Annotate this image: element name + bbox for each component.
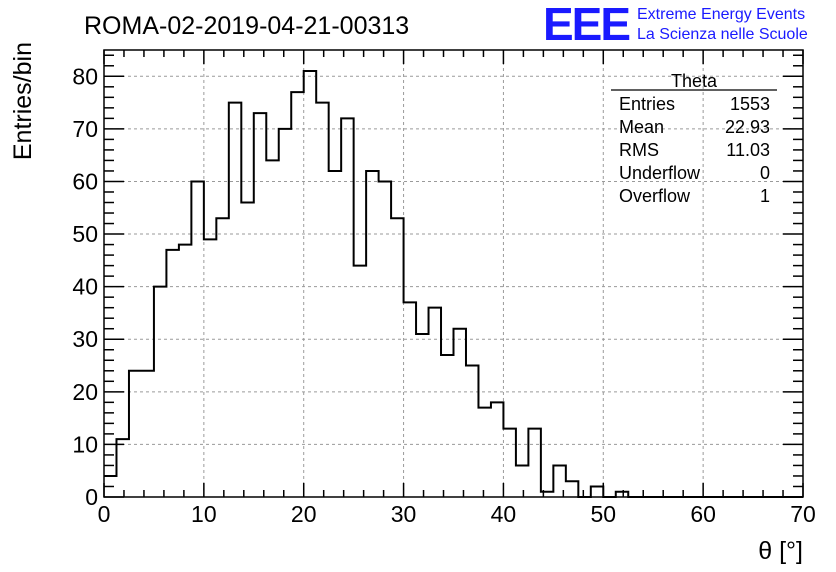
stats-row-label: Entries [619,94,675,114]
x-tick-label: 30 [391,501,417,527]
histogram-bin [503,429,515,497]
histogram-bin [179,245,191,497]
x-tick-label: 10 [191,501,217,527]
histogram-bin [441,355,453,497]
histogram-bin [279,129,291,497]
y-tick-label: 40 [72,274,98,300]
y-tick-label: 50 [72,221,98,247]
y-axis-label: Entries/bin [9,42,37,160]
histogram-bin [528,429,540,497]
stats-row-label: Overflow [619,186,691,206]
stats-row-value: 1 [760,186,770,206]
y-tick-label: 30 [72,326,98,352]
y-tick-label: 60 [72,168,98,194]
histogram-bin [329,171,341,497]
histogram-bin [429,308,441,497]
y-tick-label: 70 [72,116,98,142]
y-tick-label: 20 [72,379,98,405]
histogram-bin [591,486,603,497]
histogram-bin [404,302,416,497]
histogram-bin [366,171,378,497]
y-tick-label: 0 [85,484,98,510]
x-tick-label: 0 [98,501,111,527]
x-tick-label: 60 [690,501,716,527]
x-tick-label: 50 [590,501,616,527]
stats-row-value: 0 [760,163,770,183]
histogram-bin [354,266,366,497]
stats-row-label: Mean [619,117,664,137]
y-tick-label: 10 [72,431,98,457]
x-tick-label: 20 [291,501,317,527]
logo-mark: EEE [543,0,629,50]
y-tick-label: 80 [72,63,98,89]
stats-row-value: 22.93 [725,117,770,137]
histogram-bin [516,465,528,497]
histogram-bin [491,402,503,497]
histogram-bin [116,439,128,497]
histogram-bin [204,239,216,497]
logo-line-1: Extreme Energy Events [637,6,805,23]
grid [104,50,803,497]
histogram-bin [454,329,466,497]
histogram-series [104,70,803,498]
x-tick-label: 70 [790,501,816,527]
histogram-bin [416,334,428,497]
histogram-bin [266,160,278,497]
histogram-bin [241,203,253,497]
histogram-bin [291,92,303,497]
stats-row-value: 11.03 [726,140,770,160]
histogram-bin [341,118,353,497]
histogram-bin [478,408,490,497]
x-tick-label: 40 [491,501,517,527]
stats-row-value: 1553 [730,94,770,114]
eee-logo: EEE Extreme Energy Events La Scienza nel… [543,0,808,50]
histogram-bin [129,371,141,497]
histogram-bin [229,103,241,497]
chart-title: ROMA-02-2019-04-21-00313 [84,12,409,40]
histogram-bin [566,481,578,497]
plot-frame [103,49,804,498]
x-axis-label: θ [°] [758,537,803,565]
histogram-bin [216,218,228,497]
stats-box: Theta Entries 1553 Mean 22.93 RMS 11.03 Underf… [611,71,777,206]
histogram-bin [466,366,478,497]
histogram-bin [304,71,316,497]
histogram-bin [141,371,153,497]
histogram-bin [316,103,328,497]
histogram-bin [254,113,266,497]
histogram-line [104,70,803,498]
stats-row-label: Underflow [619,163,701,183]
stats-row-label: RMS [619,140,659,160]
logo-line-2: La Scienza nelle Scuole [637,26,808,43]
stats-box-name: Theta [671,71,718,91]
histogram-bin [391,218,403,497]
